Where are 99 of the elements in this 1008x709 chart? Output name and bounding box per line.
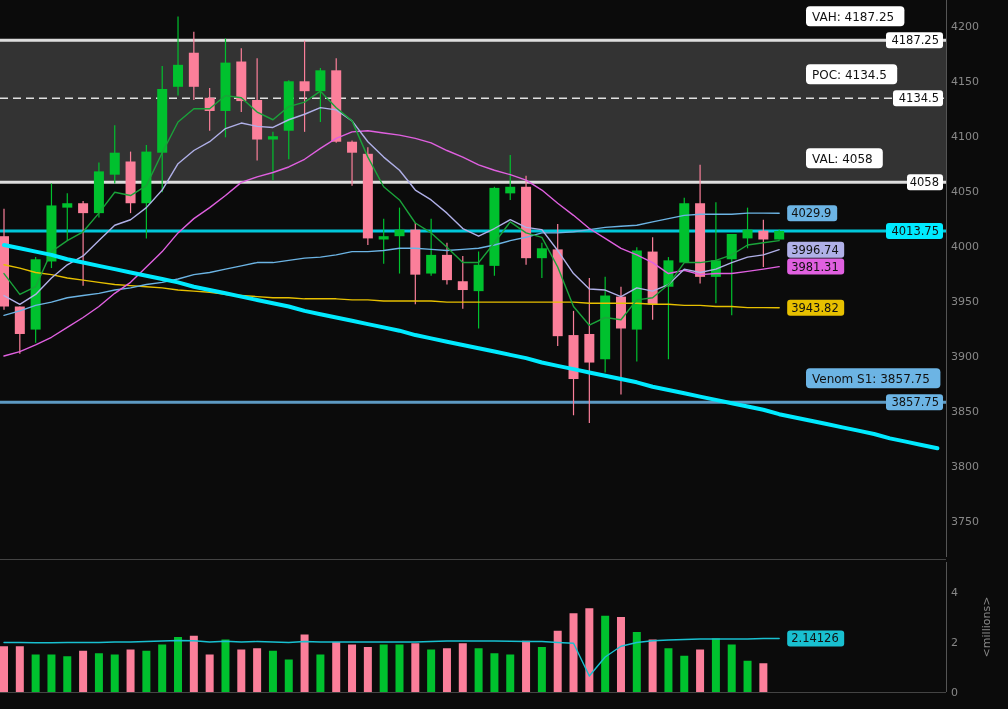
candlestick	[299, 40, 310, 133]
data-label: 3943.82	[791, 300, 839, 315]
annotation: 3857.75	[891, 395, 939, 410]
bar	[664, 648, 673, 692]
bar	[253, 648, 262, 692]
bar	[553, 630, 562, 692]
bar	[442, 648, 451, 692]
y-tick-label: 4000	[951, 239, 979, 253]
bar	[711, 638, 720, 692]
bar	[379, 644, 388, 692]
bar	[632, 632, 641, 692]
y-tick-label: 3750	[951, 514, 979, 528]
bar	[601, 615, 610, 692]
bar	[585, 608, 594, 692]
bar	[300, 634, 309, 692]
bar	[395, 644, 404, 692]
line-series	[3, 130, 780, 357]
bar	[237, 649, 246, 692]
ref-line-label: VAL: 4058	[812, 151, 873, 166]
y-tick-label: 3950	[951, 294, 979, 308]
bar	[158, 644, 167, 692]
bar	[348, 644, 357, 692]
bar	[189, 635, 198, 692]
candlestick	[173, 15, 184, 97]
bar	[142, 650, 151, 692]
bar	[411, 643, 420, 692]
bar	[174, 637, 183, 692]
bar	[126, 649, 135, 692]
bar	[316, 654, 325, 692]
y-tick-label: 3850	[951, 404, 979, 418]
bar	[221, 639, 230, 692]
line-series	[3, 637, 780, 677]
line-series	[3, 212, 780, 316]
ref-line-label: VAH: 4187.25	[812, 9, 895, 24]
candlestick	[62, 192, 73, 242]
bar	[759, 663, 768, 692]
ref-line-label: POC: 4134.5	[812, 67, 887, 82]
bar	[284, 659, 293, 692]
bar	[332, 642, 341, 692]
bar	[268, 650, 277, 692]
bar	[31, 654, 40, 692]
bar	[79, 650, 88, 692]
candlestick	[267, 131, 278, 181]
candlestick	[394, 207, 405, 275]
bar	[680, 655, 689, 692]
bar	[0, 646, 8, 692]
bar	[648, 639, 657, 692]
annotation: 4134.5	[898, 91, 939, 106]
y-tick-label: 3800	[951, 459, 979, 473]
y-tick-label: 2	[951, 635, 958, 649]
bar	[537, 647, 546, 692]
y-tick-label: 4200	[951, 20, 979, 34]
candlestick	[315, 67, 326, 123]
candlestick	[457, 255, 468, 310]
bar	[727, 644, 736, 692]
y-tick-label: 4100	[951, 130, 979, 144]
y-tick-label: 4150	[951, 75, 979, 89]
bar	[63, 656, 72, 692]
bar	[474, 648, 483, 692]
y-tick-label: 3900	[951, 349, 979, 363]
data-label: 2.14126	[791, 631, 839, 646]
bar	[458, 643, 467, 692]
candlestick	[505, 154, 516, 201]
bar	[94, 653, 103, 692]
candlestick	[536, 242, 547, 279]
bar	[743, 660, 752, 692]
y-axis-title: <millions>	[980, 596, 993, 658]
bar	[47, 654, 56, 692]
bar	[363, 647, 372, 692]
line-series	[3, 264, 780, 309]
candlestick	[758, 219, 769, 268]
candlestick	[109, 124, 120, 185]
ref-line-label: Venom S1: 3857.75	[812, 371, 930, 386]
candlestick	[742, 207, 753, 249]
data-label: 4029.9	[791, 206, 832, 221]
bar	[205, 654, 214, 692]
bar	[15, 646, 24, 692]
bar	[522, 640, 531, 692]
line-series	[3, 106, 780, 306]
data-label: 3981.31	[791, 259, 839, 274]
bar	[616, 617, 625, 692]
candlestick	[378, 218, 389, 265]
annotation: 4187.25	[891, 33, 939, 48]
bar	[110, 654, 119, 692]
candlestick	[78, 200, 89, 287]
line-series	[2, 242, 940, 451]
y-tick-label: 0	[951, 685, 958, 699]
candlestick	[426, 218, 437, 277]
bar	[569, 613, 578, 692]
annotation: 4058	[909, 175, 939, 190]
bar	[490, 653, 499, 692]
bar	[427, 649, 436, 692]
data-label: 3996.74	[791, 242, 839, 257]
y-tick-label: 4050	[951, 185, 979, 199]
bar	[696, 649, 705, 692]
annotation: 4013.75	[891, 224, 939, 239]
bar	[506, 654, 515, 692]
y-tick-label: 4	[951, 585, 958, 599]
candlestick	[347, 140, 358, 187]
